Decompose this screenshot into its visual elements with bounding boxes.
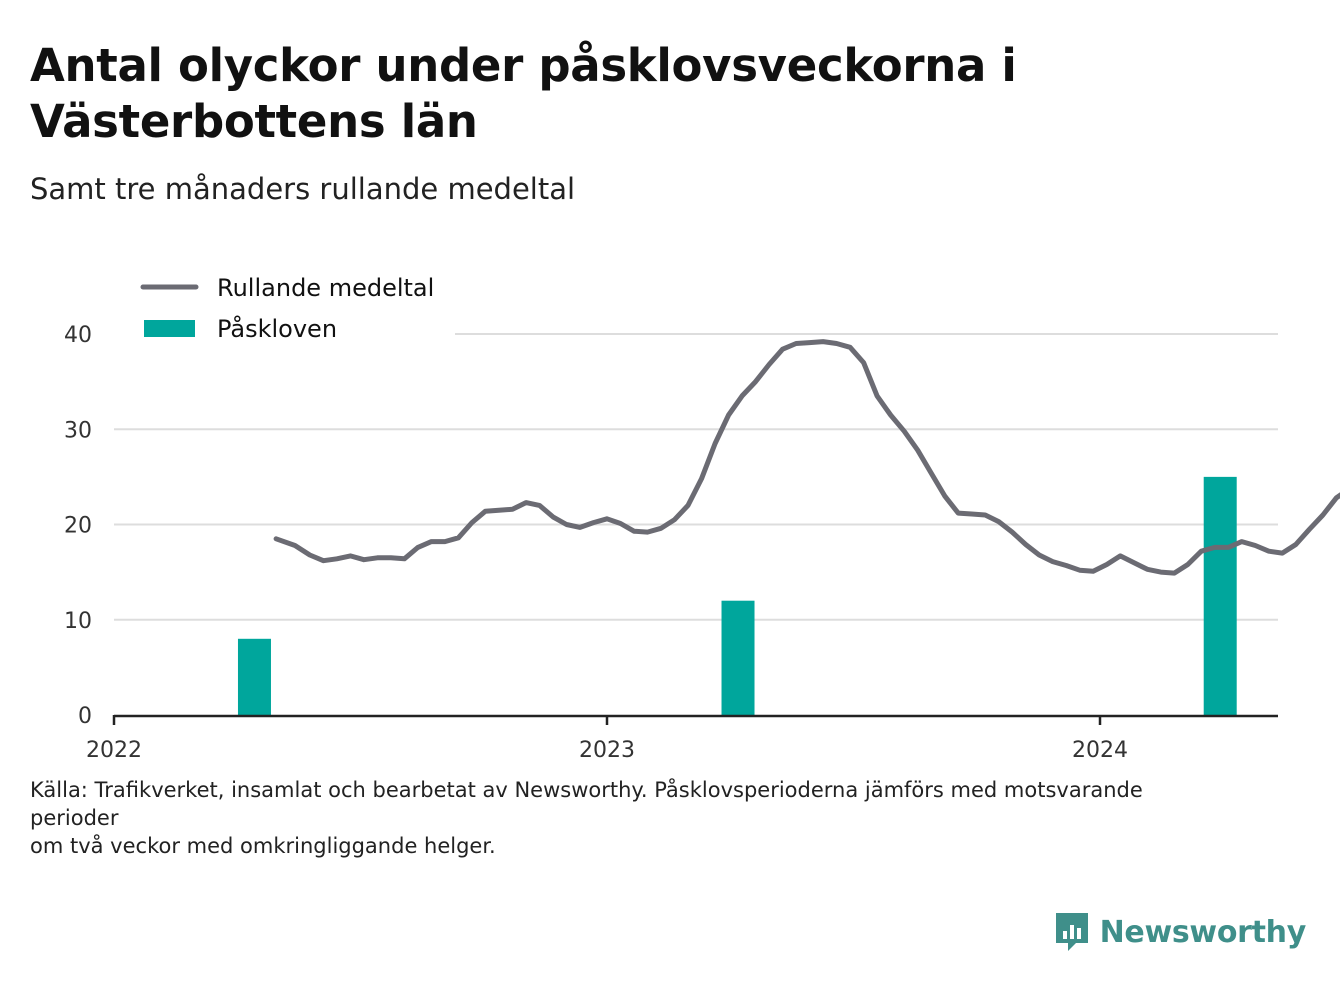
x-tick-label: 2024 <box>1072 738 1128 763</box>
brand-name: Newsworthy <box>1099 914 1307 950</box>
chart: 0 10 20 30 40 2022 2023 2024 Rullande medeltal… <box>64 265 1340 763</box>
bar <box>237 638 271 715</box>
legend-label: Påskloven <box>217 314 337 343</box>
x-tick-label: 2023 <box>579 738 635 763</box>
x-axis: 2022 2023 2024 <box>86 714 1278 763</box>
source-line: om två veckor med omkringliggande helger… <box>30 834 496 858</box>
legend: Rullande medeltal Påskloven <box>110 265 455 355</box>
line-path <box>273 339 1340 576</box>
y-tick-label: 10 <box>64 609 92 634</box>
y-axis-labels: 0 10 20 30 40 <box>64 323 92 729</box>
brand-logo[interactable]: Newsworthy <box>1054 908 1306 956</box>
y-tick-label: 20 <box>64 514 92 539</box>
line-series <box>273 339 1340 576</box>
y-tick-label: 40 <box>64 323 92 348</box>
legend-bar-swatch <box>144 320 195 337</box>
bar-series <box>237 476 1237 715</box>
gridlines <box>114 333 1278 621</box>
newsworthy-logo-icon <box>1055 913 1088 951</box>
y-tick-label: 0 <box>78 704 92 729</box>
legend-background <box>110 265 455 355</box>
bar <box>1203 476 1237 715</box>
source-line: Källa: Trafikverket, insamlat och bearbe… <box>30 778 1150 830</box>
chart-title: Antal olyckor under påsklovsveckorna i V… <box>30 39 1017 148</box>
bar <box>721 600 755 715</box>
y-tick-label: 30 <box>64 418 92 443</box>
chart-subtitle: Samt tre månaders rullande medeltal <box>30 172 576 206</box>
x-tick-label: 2022 <box>86 738 142 763</box>
legend-label: Rullande medeltal <box>217 274 434 302</box>
source-note: Källa: Trafikverket, insamlat och bearbe… <box>30 776 1230 860</box>
